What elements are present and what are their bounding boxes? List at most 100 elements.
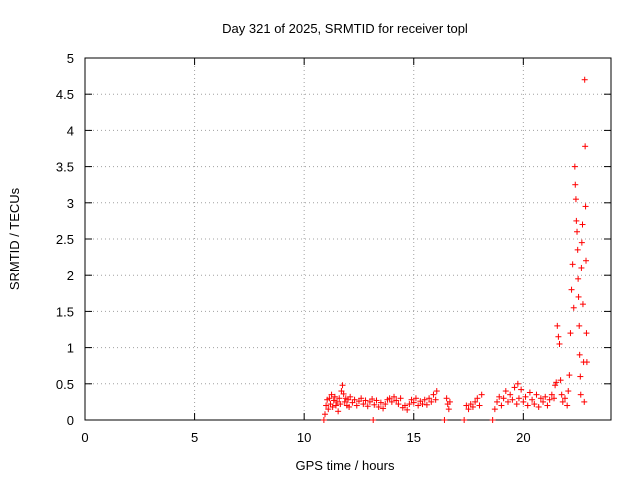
- data-point: [380, 405, 387, 412]
- data-point: [328, 391, 335, 398]
- data-point: [526, 389, 533, 396]
- data-point: [336, 395, 343, 402]
- data-point: [522, 393, 529, 400]
- data-point: [496, 393, 503, 400]
- data-point: [369, 396, 376, 403]
- data-point: [507, 391, 514, 398]
- data-point: [515, 395, 522, 402]
- data-point: [332, 402, 339, 409]
- data-point: [568, 286, 575, 293]
- data-point: [542, 393, 549, 400]
- data-point: [472, 398, 479, 405]
- data-point: [428, 398, 435, 405]
- data-point: [421, 396, 428, 403]
- data-point: [395, 401, 402, 408]
- data-point: [331, 393, 338, 400]
- data-point: [351, 396, 358, 403]
- data-point: [433, 388, 440, 395]
- data-point: [419, 401, 426, 408]
- y-tick-label: 0: [67, 413, 74, 428]
- data-point: [346, 403, 353, 410]
- data-point: [446, 398, 453, 405]
- data-point: [583, 330, 590, 337]
- data-point: [426, 395, 433, 402]
- data-point: [391, 393, 398, 400]
- y-tick-label: 3.5: [56, 160, 74, 175]
- data-point: [375, 403, 382, 410]
- data-point: [373, 397, 380, 404]
- data-point: [553, 379, 560, 386]
- data-point: [337, 401, 344, 408]
- data-point: [518, 386, 525, 393]
- data-point: [382, 401, 389, 408]
- data-point: [576, 351, 583, 358]
- data-point: [388, 398, 395, 405]
- data-point: [320, 417, 327, 423]
- data-point: [535, 403, 542, 410]
- data-point: [377, 399, 384, 406]
- plot-area: [84, 57, 612, 421]
- data-point: [582, 143, 589, 150]
- data-point: [569, 261, 576, 268]
- data-point: [370, 417, 377, 423]
- data-point: [494, 398, 501, 405]
- data-point: [561, 395, 568, 402]
- data-point: [491, 406, 498, 413]
- data-point: [339, 382, 346, 389]
- y-tick-label: 2: [67, 268, 74, 283]
- data-point: [575, 293, 582, 300]
- data-point: [393, 397, 400, 404]
- data-point: [432, 396, 439, 403]
- data-point: [544, 402, 551, 409]
- data-point: [557, 377, 564, 384]
- y-tick-label: 3: [67, 196, 74, 211]
- data-point: [347, 393, 354, 400]
- x-tick-label: 15: [407, 430, 421, 445]
- data-point: [533, 391, 540, 398]
- data-point: [504, 398, 511, 405]
- axis-ticks: [84, 57, 611, 421]
- data-point: [415, 402, 422, 409]
- data-point: [325, 406, 332, 413]
- x-tick-label: 20: [516, 430, 530, 445]
- data-point: [329, 403, 336, 410]
- y-tick-label: 4.5: [56, 87, 74, 102]
- chart-title: Day 321 of 2025, SRMTID for receiver top…: [222, 21, 468, 36]
- data-point: [573, 217, 580, 224]
- data-point: [502, 388, 509, 395]
- data-point: [340, 390, 347, 397]
- data-point: [364, 403, 371, 410]
- data-point: [412, 395, 419, 402]
- data-point: [583, 257, 590, 264]
- data-point: [326, 395, 333, 402]
- data-point: [537, 395, 544, 402]
- data-point: [323, 402, 330, 409]
- data-point: [401, 402, 408, 409]
- data-point: [546, 396, 553, 403]
- data-point: [556, 340, 563, 347]
- data-point: [353, 402, 360, 409]
- data-point: [570, 304, 577, 311]
- data-point: [489, 417, 496, 423]
- data-point: [514, 380, 521, 387]
- data-point: [555, 333, 562, 340]
- data-point: [520, 398, 527, 405]
- data-point: [441, 417, 448, 423]
- y-tick-labels: 0 0.5 1 1.5 2 2.5 3 3.5 4 4.5 5: [56, 51, 74, 428]
- data-point: [465, 406, 472, 413]
- data-point: [572, 196, 579, 203]
- y-axis-label: SRMTID / TECUs: [7, 187, 22, 290]
- y-tick-label: 2.5: [56, 232, 74, 247]
- data-point: [404, 406, 411, 413]
- data-point: [577, 373, 584, 380]
- data-point: [579, 221, 586, 228]
- data-point: [567, 330, 574, 337]
- y-tick-label: 0.5: [56, 377, 74, 392]
- data-point: [559, 398, 566, 405]
- x-tick-label: 5: [191, 430, 198, 445]
- data-point: [578, 264, 585, 271]
- data-point: [551, 395, 558, 402]
- data-point: [564, 402, 571, 409]
- data-point: [552, 382, 559, 389]
- data-point: [423, 401, 430, 408]
